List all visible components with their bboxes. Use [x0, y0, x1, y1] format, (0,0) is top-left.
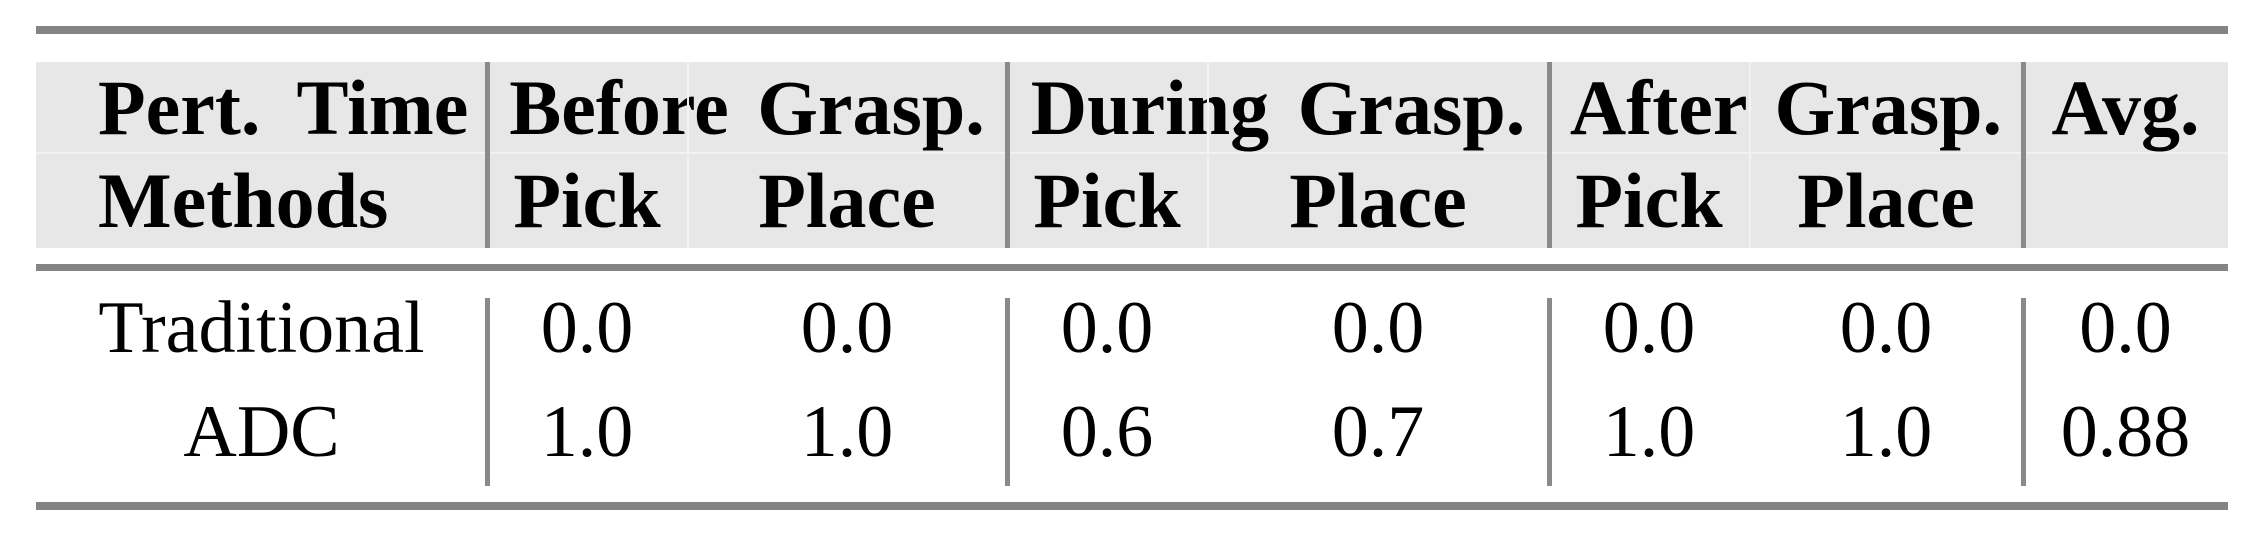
header-faint-divider-after	[1749, 62, 1751, 248]
body-vertical-rule-1	[485, 298, 490, 486]
row-traditional-method: Traditional	[98, 287, 425, 369]
header-vertical-rule-1	[485, 62, 490, 248]
row-traditional-during-pick: 0.0	[1060, 287, 1154, 369]
header-avg-empty	[2023, 153, 2228, 248]
header-vertical-rule-4	[2021, 62, 2026, 248]
body-vertical-rule-2	[1005, 298, 1010, 486]
header-before-pick: Pick	[513, 156, 661, 244]
header-faint-divider-before	[687, 62, 689, 248]
header-after-pick: Pick	[1575, 156, 1723, 244]
header-vertical-rule-3	[1547, 62, 1552, 248]
header-before-place: Place	[758, 156, 936, 244]
row-adc-during-place: 0.7	[1331, 390, 1425, 473]
body-vertical-rule-4	[2021, 298, 2026, 486]
header-avg: Avg.	[2051, 63, 2200, 151]
header-during-place: Place	[1289, 156, 1467, 244]
row-traditional-before-place: 0.0	[800, 287, 894, 369]
table-body-grid: Traditional 0.0 0.0 0.0 0.0 0.0 0.0 0.0 …	[36, 271, 2228, 502]
header-methods: Methods	[98, 156, 389, 244]
table-header: Pert. Time Before Grasp. During Grasp. A…	[36, 62, 2228, 248]
header-vertical-rule-2	[1005, 62, 1010, 248]
table-body: Traditional 0.0 0.0 0.0 0.0 0.0 0.0 0.0 …	[36, 271, 2228, 502]
results-table: Pert. Time Before Grasp. During Grasp. A…	[36, 0, 2228, 542]
header-during-pick: Pick	[1033, 156, 1181, 244]
row-adc-before-pick: 1.0	[540, 390, 634, 473]
row-traditional-before-pick: 0.0	[540, 287, 634, 369]
header-group-after-grasp: After Grasp.	[1569, 63, 2003, 151]
header-group-during-grasp: During Grasp.	[1030, 63, 1526, 151]
row-adc-after-pick: 1.0	[1602, 390, 1696, 473]
table-header-grid: Pert. Time Before Grasp. During Grasp. A…	[36, 62, 2228, 248]
table-bottom-rule	[36, 502, 2228, 510]
header-faint-divider-during	[1207, 62, 1209, 248]
header-group-before-grasp: Before Grasp.	[509, 63, 985, 151]
row-traditional-during-place: 0.0	[1331, 287, 1425, 369]
row-adc-method: ADC	[183, 390, 340, 473]
header-pert-time: Pert. Time	[98, 63, 469, 151]
table-mid-rule	[36, 264, 2228, 271]
row-adc-during-pick: 0.6	[1060, 390, 1154, 473]
table-top-rule	[36, 26, 2228, 34]
header-row-divider-line	[36, 152, 2228, 154]
row-adc-after-place: 1.0	[1839, 390, 1933, 473]
body-vertical-rule-3	[1547, 298, 1552, 486]
header-after-place: Place	[1797, 156, 1975, 244]
row-adc-before-place: 1.0	[800, 390, 894, 473]
row-traditional-after-place: 0.0	[1839, 287, 1933, 369]
row-adc-avg: 0.88	[2060, 390, 2191, 473]
row-traditional-avg: 0.0	[2079, 287, 2172, 369]
row-traditional-after-pick: 0.0	[1602, 287, 1696, 369]
